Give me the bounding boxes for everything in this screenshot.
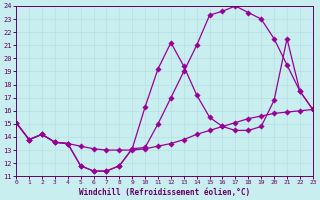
X-axis label: Windchill (Refroidissement éolien,°C): Windchill (Refroidissement éolien,°C) [79,188,250,197]
